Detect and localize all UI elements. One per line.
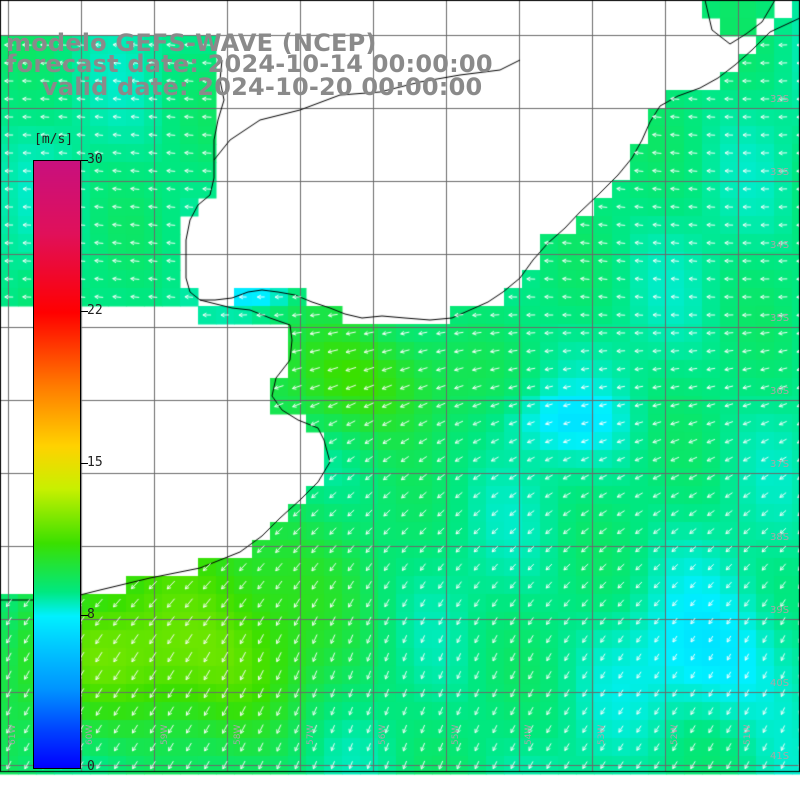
colorbar-tick-30: 30 bbox=[87, 152, 103, 167]
lon-label: 58W bbox=[233, 724, 243, 745]
model-title: modelo GEFS-WAVE (NCEP) bbox=[6, 29, 377, 57]
lat-label: 33S bbox=[770, 167, 790, 178]
valid-date: valid date: 2024-10-20 00:00:00 bbox=[42, 73, 483, 101]
colorbar-gradient bbox=[33, 160, 81, 769]
colorbar-tick-0: 0 bbox=[87, 759, 95, 774]
lon-label: 54W bbox=[524, 724, 534, 745]
colorbar-tick-mark bbox=[80, 463, 88, 464]
lon-label: 55W bbox=[451, 724, 461, 745]
colorbar-tick-mark bbox=[80, 160, 88, 161]
lat-label: 38S bbox=[770, 532, 790, 543]
colorbar-tick-mark bbox=[80, 311, 88, 312]
colorbar-tick-8: 8 bbox=[87, 607, 95, 622]
lon-label: 61W bbox=[8, 724, 18, 745]
lon-label: 57W bbox=[306, 724, 316, 745]
lon-label: 59W bbox=[160, 724, 170, 745]
lat-label: 41S bbox=[770, 751, 790, 762]
lon-label: 51W bbox=[743, 724, 753, 745]
lat-label: 32S bbox=[770, 94, 790, 105]
lon-label: 56W bbox=[378, 724, 388, 745]
lon-label: 60W bbox=[85, 724, 95, 745]
colorbar-tick-mark bbox=[80, 615, 88, 616]
lat-label: 39S bbox=[770, 605, 790, 616]
lat-label: 34S bbox=[770, 240, 790, 251]
lat-label: 35S bbox=[770, 313, 790, 324]
forecast-date: forecast date: 2024-10-14 00:00:00 bbox=[6, 50, 493, 78]
lon-label: 52W bbox=[670, 724, 680, 745]
colorbar-tick-22: 22 bbox=[87, 303, 103, 318]
lat-label: 37S bbox=[770, 459, 790, 470]
colorbar-tick-15: 15 bbox=[87, 455, 103, 470]
lat-label: 36S bbox=[770, 386, 790, 397]
lon-label: 53W bbox=[597, 724, 607, 745]
colorbar-unit: [m/s] bbox=[34, 132, 74, 147]
lat-label: 40S bbox=[770, 678, 790, 689]
